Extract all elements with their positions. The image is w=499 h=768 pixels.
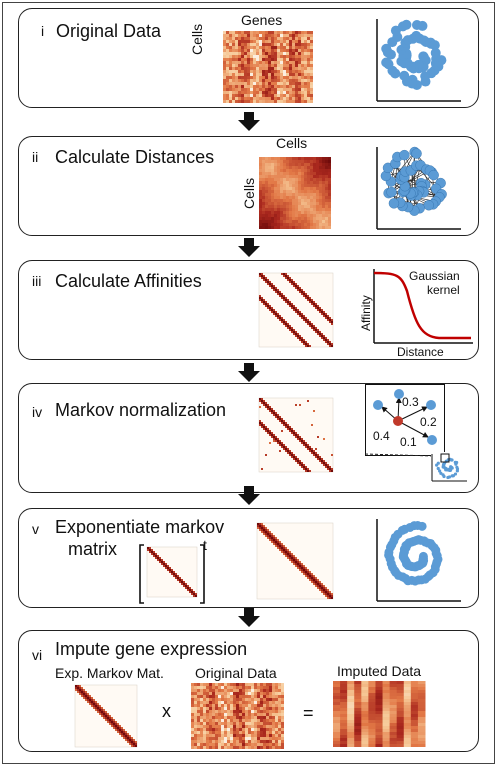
panel-title-line1: Exponentiate markov — [55, 517, 225, 537]
equals-sign: = — [303, 703, 314, 723]
panel-original-data: i Original Data Genes Cells — [18, 8, 479, 108]
weight-label: 0.1 — [400, 435, 417, 449]
arrow-down — [236, 486, 262, 511]
imputed-data-matrix — [333, 681, 426, 747]
panel-impute: vi Impute gene expression Exp. Markov Ma… — [18, 630, 479, 752]
mini-spiral-scatter — [431, 452, 467, 482]
panel-title: Impute gene expression — [55, 639, 248, 659]
panel-title: Calculate Affinities — [55, 271, 202, 291]
bracketed-matrix — [139, 544, 205, 604]
neighbor-node — [373, 400, 383, 410]
exponent-t: t — [203, 537, 207, 553]
exp-markov-label: Exp. Markov Mat. — [55, 665, 164, 681]
panel-number: iv — [32, 404, 43, 420]
weight-label: 0.2 — [420, 415, 437, 429]
affinity-matrix — [258, 272, 334, 348]
weight-label: 0.4 — [373, 429, 390, 443]
cells-label: Cells — [189, 23, 205, 55]
panel-title: Calculate Distances — [55, 147, 215, 167]
times-sign: x — [162, 701, 171, 721]
panel-title: Markov normalization — [55, 400, 227, 420]
powered-markov-matrix — [256, 522, 334, 600]
spiral-scatter — [376, 19, 461, 102]
arrow-down — [236, 112, 262, 137]
cells-top-label: Cells — [276, 135, 308, 151]
imputed-data-label: Imputed Data — [337, 663, 422, 679]
gaussian-kernel-plot: Gaussian kernel Affinity Distance — [359, 261, 477, 361]
arrow-down — [236, 363, 262, 388]
neighbor-node — [426, 400, 436, 410]
markov-matrix — [258, 397, 334, 473]
original-data-heatmap — [223, 31, 313, 103]
panel-number: iii — [32, 273, 42, 289]
arrow-down — [236, 608, 262, 633]
graph-scatter — [376, 146, 461, 230]
cells-side-label: Cells — [241, 177, 257, 209]
weight-label: 0.3 — [402, 395, 419, 409]
panel-markov-normalization: iv Markov normalization 0.3 0.2 0.4 0.1 — [18, 383, 479, 493]
genes-label: Genes — [241, 12, 283, 28]
distance-axis-label: Distance — [397, 345, 444, 359]
neighbor-node — [427, 435, 437, 445]
denoised-spiral-scatter — [376, 519, 461, 602]
panel-affinities: iii Calculate Affinities Gaussian kernel… — [18, 260, 479, 360]
panel-number: ii — [32, 149, 39, 165]
neighbor-node — [394, 389, 404, 399]
panel-title-line2: matrix — [68, 539, 117, 559]
panel-exponentiate: v Exponentiate markov matrix t — [18, 508, 479, 608]
panel-number: v — [32, 521, 39, 537]
center-node — [393, 416, 403, 426]
panel-number: vi — [32, 647, 43, 663]
distance-matrix — [259, 157, 331, 229]
arrow-down — [236, 238, 262, 263]
original-data-label: Original Data — [195, 665, 277, 681]
gaussian-curve — [373, 271, 471, 340]
curve-title-kernel: kernel — [427, 283, 460, 297]
original-data-matrix — [191, 683, 284, 749]
exp-markov-matrix — [74, 684, 138, 748]
transition-probabilities-inset: 0.3 0.2 0.4 0.1 — [365, 384, 445, 456]
panel-distances: ii Calculate Distances Cells Cells — [18, 135, 479, 236]
panel-title: Original Data — [56, 21, 162, 41]
panel-number: i — [41, 23, 45, 39]
affinity-axis-label: Affinity — [359, 295, 373, 331]
curve-title-gaussian: Gaussian — [409, 269, 460, 283]
